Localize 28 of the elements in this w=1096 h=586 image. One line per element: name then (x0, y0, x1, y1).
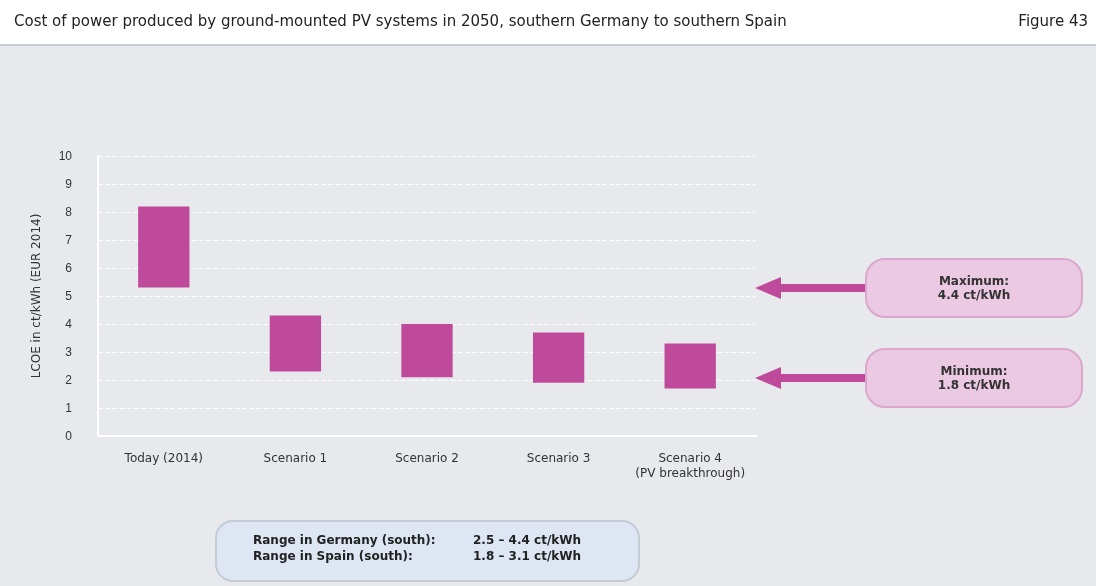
x-tick-label: Scenario 1 (263, 450, 328, 465)
y-tick-label: 3 (65, 345, 73, 359)
y-tick-label: 9 (65, 177, 73, 191)
y-tick-label: 8 (65, 205, 73, 219)
x-tick-label: Today (2014) (123, 450, 204, 465)
text: Range in Germany (south): 2.5 – 4.4 ct/kWh (253, 533, 582, 547)
text: Range in Spain (south): 1.8 – 3.1 ct/kWh (253, 549, 582, 563)
y-tick-label: 6 (65, 261, 73, 275)
y-tick-label: 7 (65, 233, 73, 247)
bar (532, 332, 585, 383)
caption: Figure 43 (1018, 12, 1088, 30)
y-tick-label: 4 (65, 317, 73, 331)
text: Minimum: 1.8 ct/kWh (865, 348, 1083, 408)
chart-title: Cost of power produced by ground-mounted PV systems in 2050, southern Germany to southern Spain (14, 12, 787, 30)
x-tick-label: Scenario 3 (526, 450, 591, 465)
y-tick-label: 0 (65, 429, 73, 443)
y-tick-label: 5 (65, 289, 73, 303)
text: Maximum: 4.4 ct/kWh (865, 258, 1083, 318)
bar (664, 343, 716, 389)
y-axis-title: LCOE in ct/kWh (EUR 2014) (29, 213, 43, 379)
y-tick-label: 2 (65, 373, 73, 387)
bar (269, 315, 322, 372)
bar (138, 206, 190, 288)
y-tick-label: 1 (65, 401, 73, 415)
y-tick-label: 10 (58, 149, 73, 163)
bar (401, 324, 453, 378)
x-tick-label: Scenario 2 (395, 450, 459, 465)
x-tick-label: Scenario 4 (PV breakthrough) (635, 450, 746, 480)
